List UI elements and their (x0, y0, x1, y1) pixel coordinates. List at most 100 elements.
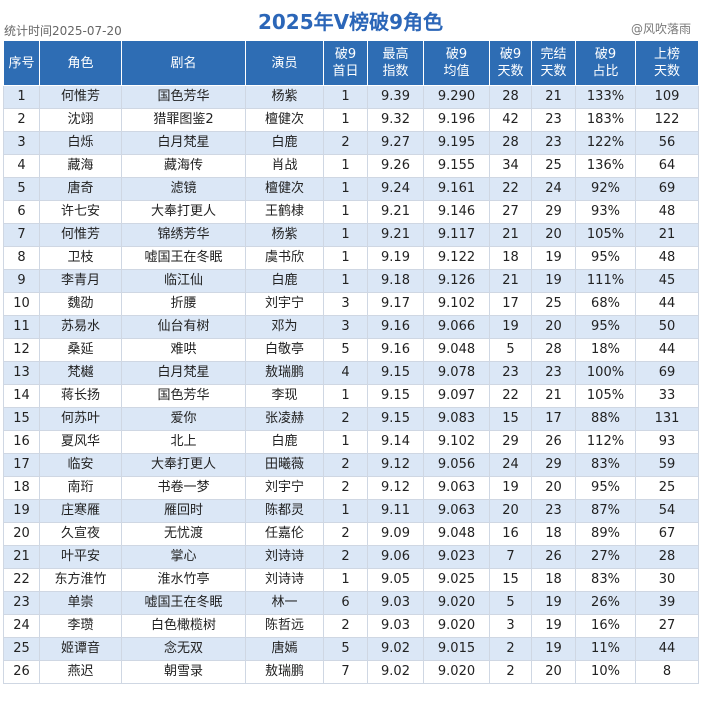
table-row: 25 姬谭音 念无双 唐嫣 5 9.02 9.015 2 19 11% 44 (3, 637, 699, 661)
cell-avg-value: 9.126 (423, 269, 490, 293)
cell-rank: 8 (3, 246, 40, 270)
cell-peak-index: 9.17 (367, 292, 424, 316)
cell-drama: 念无双 (121, 637, 246, 661)
cell-rank: 20 (3, 522, 40, 546)
table-row: 15 何苏叶 爱你 张凌赫 2 9.15 9.083 15 17 88% 131 (3, 407, 699, 431)
table-row: 7 何惟芳 锦绣芳华 杨紫 1 9.21 9.117 21 20 105% 21 (3, 223, 699, 247)
cell-drama: 北上 (121, 430, 246, 454)
cell-rank: 23 (3, 591, 40, 615)
cell-listed-days: 54 (635, 499, 699, 523)
cell-finish-days: 21 (531, 85, 576, 109)
cell-listed-days: 28 (635, 545, 699, 569)
cell-role: 李瓒 (39, 614, 122, 638)
cell-ratio: 95% (575, 476, 636, 500)
cell-listed-days: 122 (635, 108, 699, 132)
cell-actor: 李现 (245, 384, 324, 408)
cell-finish-days: 20 (531, 315, 576, 339)
cell-drama: 嘘国王在冬眠 (121, 246, 246, 270)
cell-actor: 林一 (245, 591, 324, 615)
cell-listed-days: 50 (635, 315, 699, 339)
cell-rank: 26 (3, 660, 40, 684)
cell-first-day: 5 (323, 338, 368, 362)
cell-days-above: 2 (489, 637, 532, 661)
cell-actor: 檀健次 (245, 177, 324, 201)
cell-days-above: 15 (489, 407, 532, 431)
cell-first-day: 1 (323, 177, 368, 201)
cell-ratio: 93% (575, 200, 636, 224)
stat-date: 统计时间2025-07-20 (4, 24, 122, 38)
cell-avg-value: 9.056 (423, 453, 490, 477)
cell-peak-index: 9.15 (367, 384, 424, 408)
cell-drama: 折腰 (121, 292, 246, 316)
cell-rank: 21 (3, 545, 40, 569)
cell-first-day: 3 (323, 315, 368, 339)
cell-role: 叶平安 (39, 545, 122, 569)
cell-drama: 难哄 (121, 338, 246, 362)
cell-role: 梵樾 (39, 361, 122, 385)
cell-avg-value: 9.015 (423, 637, 490, 661)
cell-actor: 邓为 (245, 315, 324, 339)
column-header-line: 天数 (497, 64, 524, 79)
cell-drama: 白月梵星 (121, 361, 246, 385)
cell-peak-index: 9.09 (367, 522, 424, 546)
cell-rank: 12 (3, 338, 40, 362)
cell-avg-value: 9.155 (423, 154, 490, 178)
cell-listed-days: 27 (635, 614, 699, 638)
cell-first-day: 2 (323, 453, 368, 477)
cell-days-above: 3 (489, 614, 532, 638)
cell-peak-index: 9.11 (367, 499, 424, 523)
cell-days-above: 22 (489, 177, 532, 201)
column-header-finish-days: 完结 天数 (531, 40, 576, 86)
cell-ratio: 133% (575, 85, 636, 109)
cell-days-above: 34 (489, 154, 532, 178)
cell-drama: 猎罪图鉴2 (121, 108, 246, 132)
cell-finish-days: 23 (531, 499, 576, 523)
cell-ratio: 88% (575, 407, 636, 431)
cell-drama: 滤镜 (121, 177, 246, 201)
column-header-line: 首日 (332, 64, 359, 79)
cell-actor: 陈都灵 (245, 499, 324, 523)
cell-rank: 17 (3, 453, 40, 477)
cell-listed-days: 44 (635, 338, 699, 362)
cell-role: 何惟芳 (39, 85, 122, 109)
table-body: 1 何惟芳 国色芳华 杨紫 1 9.39 9.290 28 21 133% 109 2 沈翊 猎罪图鉴2 檀… (3, 85, 699, 684)
cell-peak-index: 9.21 (367, 200, 424, 224)
cell-ratio: 95% (575, 315, 636, 339)
cell-days-above: 21 (489, 223, 532, 247)
cell-days-above: 27 (489, 200, 532, 224)
cell-ratio: 105% (575, 223, 636, 247)
cell-drama: 白月梵星 (121, 131, 246, 155)
cell-listed-days: 33 (635, 384, 699, 408)
cell-days-above: 24 (489, 453, 532, 477)
cell-peak-index: 9.15 (367, 407, 424, 431)
cell-avg-value: 9.122 (423, 246, 490, 270)
column-header-line: 完结 (540, 47, 567, 62)
cell-peak-index: 9.05 (367, 568, 424, 592)
cell-ratio: 18% (575, 338, 636, 362)
cell-finish-days: 19 (531, 637, 576, 661)
cell-role: 南珩 (39, 476, 122, 500)
cell-ratio: 136% (575, 154, 636, 178)
cell-drama: 白色橄榄树 (121, 614, 246, 638)
table-row: 10 魏劭 折腰 刘宇宁 3 9.17 9.102 17 25 68% 44 (3, 292, 699, 316)
cell-avg-value: 9.063 (423, 499, 490, 523)
cell-drama: 朝雪录 (121, 660, 246, 684)
cell-actor: 白鹿 (245, 131, 324, 155)
cell-listed-days: 25 (635, 476, 699, 500)
cell-listed-days: 39 (635, 591, 699, 615)
cell-first-day: 1 (323, 154, 368, 178)
cell-listed-days: 44 (635, 637, 699, 661)
cell-avg-value: 9.117 (423, 223, 490, 247)
cell-first-day: 2 (323, 522, 368, 546)
column-header-line: 角色 (67, 55, 94, 71)
table-row: 16 夏风华 北上 白鹿 1 9.14 9.102 29 26 112% 93 (3, 430, 699, 454)
cell-finish-days: 26 (531, 430, 576, 454)
cell-listed-days: 131 (635, 407, 699, 431)
column-header-line: 破9 (594, 47, 617, 62)
cell-drama: 雁回时 (121, 499, 246, 523)
cell-days-above: 18 (489, 246, 532, 270)
cell-role: 藏海 (39, 154, 122, 178)
cell-role: 许七安 (39, 200, 122, 224)
cell-actor: 陈哲远 (245, 614, 324, 638)
cell-avg-value: 9.078 (423, 361, 490, 385)
